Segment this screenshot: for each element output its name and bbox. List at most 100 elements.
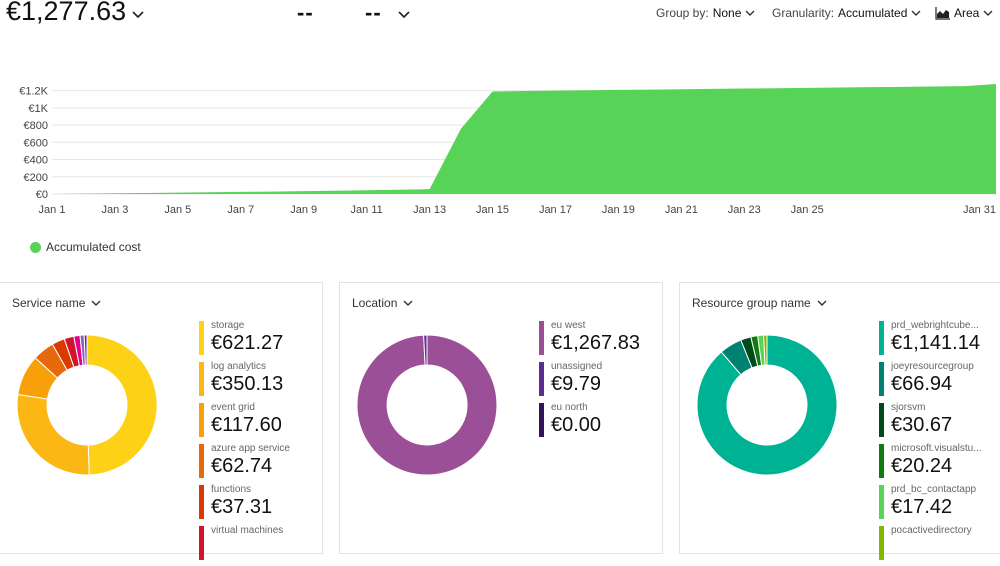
legend-item-name: eu west — [551, 320, 586, 331]
kpi-placeholder: -- — [297, 0, 314, 25]
legend-color-bar — [539, 403, 544, 437]
legend-color-bar — [879, 485, 884, 519]
resource-group-donut-chart[interactable] — [692, 333, 842, 483]
legend-color-bar — [879, 321, 884, 355]
resource-group-panel: Resource group name prd_webrightcube... €… — [679, 282, 1000, 560]
group-by-dropdown[interactable]: Group by: None — [656, 6, 755, 20]
x-tick-label: Jan 15 — [476, 204, 509, 216]
legend-item-value: €62.74 — [211, 455, 273, 477]
donut-slice[interactable] — [423, 334, 428, 366]
area-series[interactable] — [52, 83, 996, 194]
chart-legend: Accumulated cost — [30, 240, 141, 254]
legend-item-name: prd_bc_contactapp — [891, 484, 977, 495]
legend-item[interactable]: unassigned €9.79 — [539, 361, 657, 402]
panel-title: Location — [352, 296, 398, 310]
legend-color-bar — [879, 403, 884, 437]
legend-item-name: azure app service — [211, 443, 290, 454]
service-name-panel: Service name storage €621.27 log analytics… — [0, 282, 323, 560]
legend-item-value: €117.60 — [211, 414, 282, 436]
x-tick-label: Jan 23 — [728, 204, 761, 216]
donut-slice[interactable] — [356, 334, 498, 476]
legend-item-name: event grid — [211, 402, 255, 413]
legend-color-bar — [879, 362, 884, 396]
legend-item-value: €20.24 — [891, 455, 953, 477]
legend-item-name: functions — [211, 484, 252, 495]
granularity-value: Accumulated — [838, 6, 908, 20]
x-tick-label: Jan 7 — [227, 204, 254, 216]
legend-item[interactable]: event grid €117.60 — [199, 402, 317, 443]
legend-item[interactable]: prd_bc_contactapp €17.42 — [879, 484, 997, 525]
legend-color-bar — [539, 321, 544, 355]
legend-item[interactable]: functions €37.31 — [199, 484, 317, 525]
legend-item-name: storage — [211, 320, 245, 331]
donut-slice[interactable] — [696, 334, 838, 476]
legend-item-name: eu north — [551, 402, 588, 413]
chevron-down-icon — [983, 10, 993, 16]
service-donut-chart[interactable] — [12, 333, 162, 483]
donut-slice[interactable] — [83, 334, 88, 366]
service-name-dropdown[interactable]: Service name — [12, 296, 101, 310]
legend-item[interactable]: virtual machines — [199, 525, 317, 566]
x-tick-label: Jan 3 — [101, 204, 128, 216]
x-tick-label: Jan 1 — [39, 204, 66, 216]
panel-title: Service name — [12, 296, 86, 310]
legend-item[interactable]: eu north €0.00 — [539, 402, 657, 443]
y-tick-label: €400 — [24, 155, 48, 167]
legend-item-value: €9.79 — [551, 373, 602, 395]
summary-bar: €1,277.63 -- -- Group by: None Granulari… — [0, 0, 1000, 34]
x-tick-label: Jan 31 — [963, 204, 996, 216]
chevron-down-icon — [745, 10, 755, 16]
legend-item-name: pocactivedirectory — [891, 525, 972, 536]
legend-item[interactable]: joeyresourcegroup €66.94 — [879, 361, 997, 402]
legend-color-bar — [539, 362, 544, 396]
legend-item[interactable]: microsoft.visualstu... €20.24 — [879, 443, 997, 484]
legend-color-bar — [879, 444, 884, 478]
kpi-placeholder-dropdown[interactable]: -- — [365, 0, 382, 25]
legend-item-value: €621.27 — [211, 332, 284, 354]
legend-item-value: €0.00 — [551, 414, 602, 436]
location-legend-list: eu west €1,267.83 unassigned €9.79 eu north €… — [539, 320, 657, 443]
legend-label: Accumulated cost — [46, 240, 141, 254]
legend-item-value: €66.94 — [891, 373, 953, 395]
legend-swatch — [30, 241, 41, 253]
legend-item[interactable]: storage €621.27 — [199, 320, 317, 361]
location-donut-chart[interactable] — [352, 333, 502, 483]
x-tick-label: Jan 17 — [539, 204, 572, 216]
chart-type-value: Area — [954, 6, 980, 20]
chevron-down-icon[interactable] — [131, 8, 145, 22]
panel-title: Resource group name — [692, 296, 811, 310]
donut-slice[interactable] — [16, 393, 90, 476]
legend-color-bar — [199, 526, 204, 560]
legend-item[interactable]: eu west €1,267.83 — [539, 320, 657, 361]
legend-item-value: €17.42 — [891, 496, 953, 518]
location-dropdown[interactable]: Location — [352, 296, 413, 310]
legend-color-bar — [199, 403, 204, 437]
x-tick-label: Jan 25 — [791, 204, 824, 216]
group-by-label: Group by: — [656, 6, 709, 20]
donut-slice[interactable] — [763, 334, 768, 366]
resource-group-dropdown[interactable]: Resource group name — [692, 296, 827, 310]
legend-item[interactable]: pocactivedirectory — [879, 525, 997, 566]
legend-color-bar — [199, 321, 204, 355]
legend-item[interactable]: log analytics €350.13 — [199, 361, 317, 402]
chevron-down-icon[interactable] — [397, 8, 411, 22]
legend-item[interactable]: azure app service €62.74 — [199, 443, 317, 484]
total-cost-value[interactable]: €1,277.63 — [6, 0, 127, 26]
x-tick-label: Jan 5 — [164, 204, 191, 216]
chart-type-dropdown[interactable]: Area — [935, 6, 993, 20]
legend-item-name: virtual machines — [211, 525, 284, 536]
legend-item[interactable]: sjorsvm €30.67 — [879, 402, 997, 443]
chevron-down-icon — [817, 300, 827, 306]
granularity-dropdown[interactable]: Granularity: Accumulated — [772, 6, 921, 20]
y-tick-label: €200 — [24, 172, 48, 184]
chevron-down-icon — [911, 10, 921, 16]
legend-item-value: €1,267.83 — [551, 332, 640, 354]
legend-item[interactable]: prd_webrightcube... €1,141.14 — [879, 320, 997, 361]
location-panel: Location eu west €1,267.83 unassigned €9.79… — [339, 282, 663, 554]
legend-item-value: €30.67 — [891, 414, 953, 436]
donut-slice[interactable] — [86, 334, 158, 476]
legend-item-name: prd_webrightcube... — [891, 320, 979, 331]
legend-item-name: unassigned — [551, 361, 603, 372]
y-tick-label: €1K — [28, 103, 48, 115]
legend-item-name: log analytics — [211, 361, 267, 372]
